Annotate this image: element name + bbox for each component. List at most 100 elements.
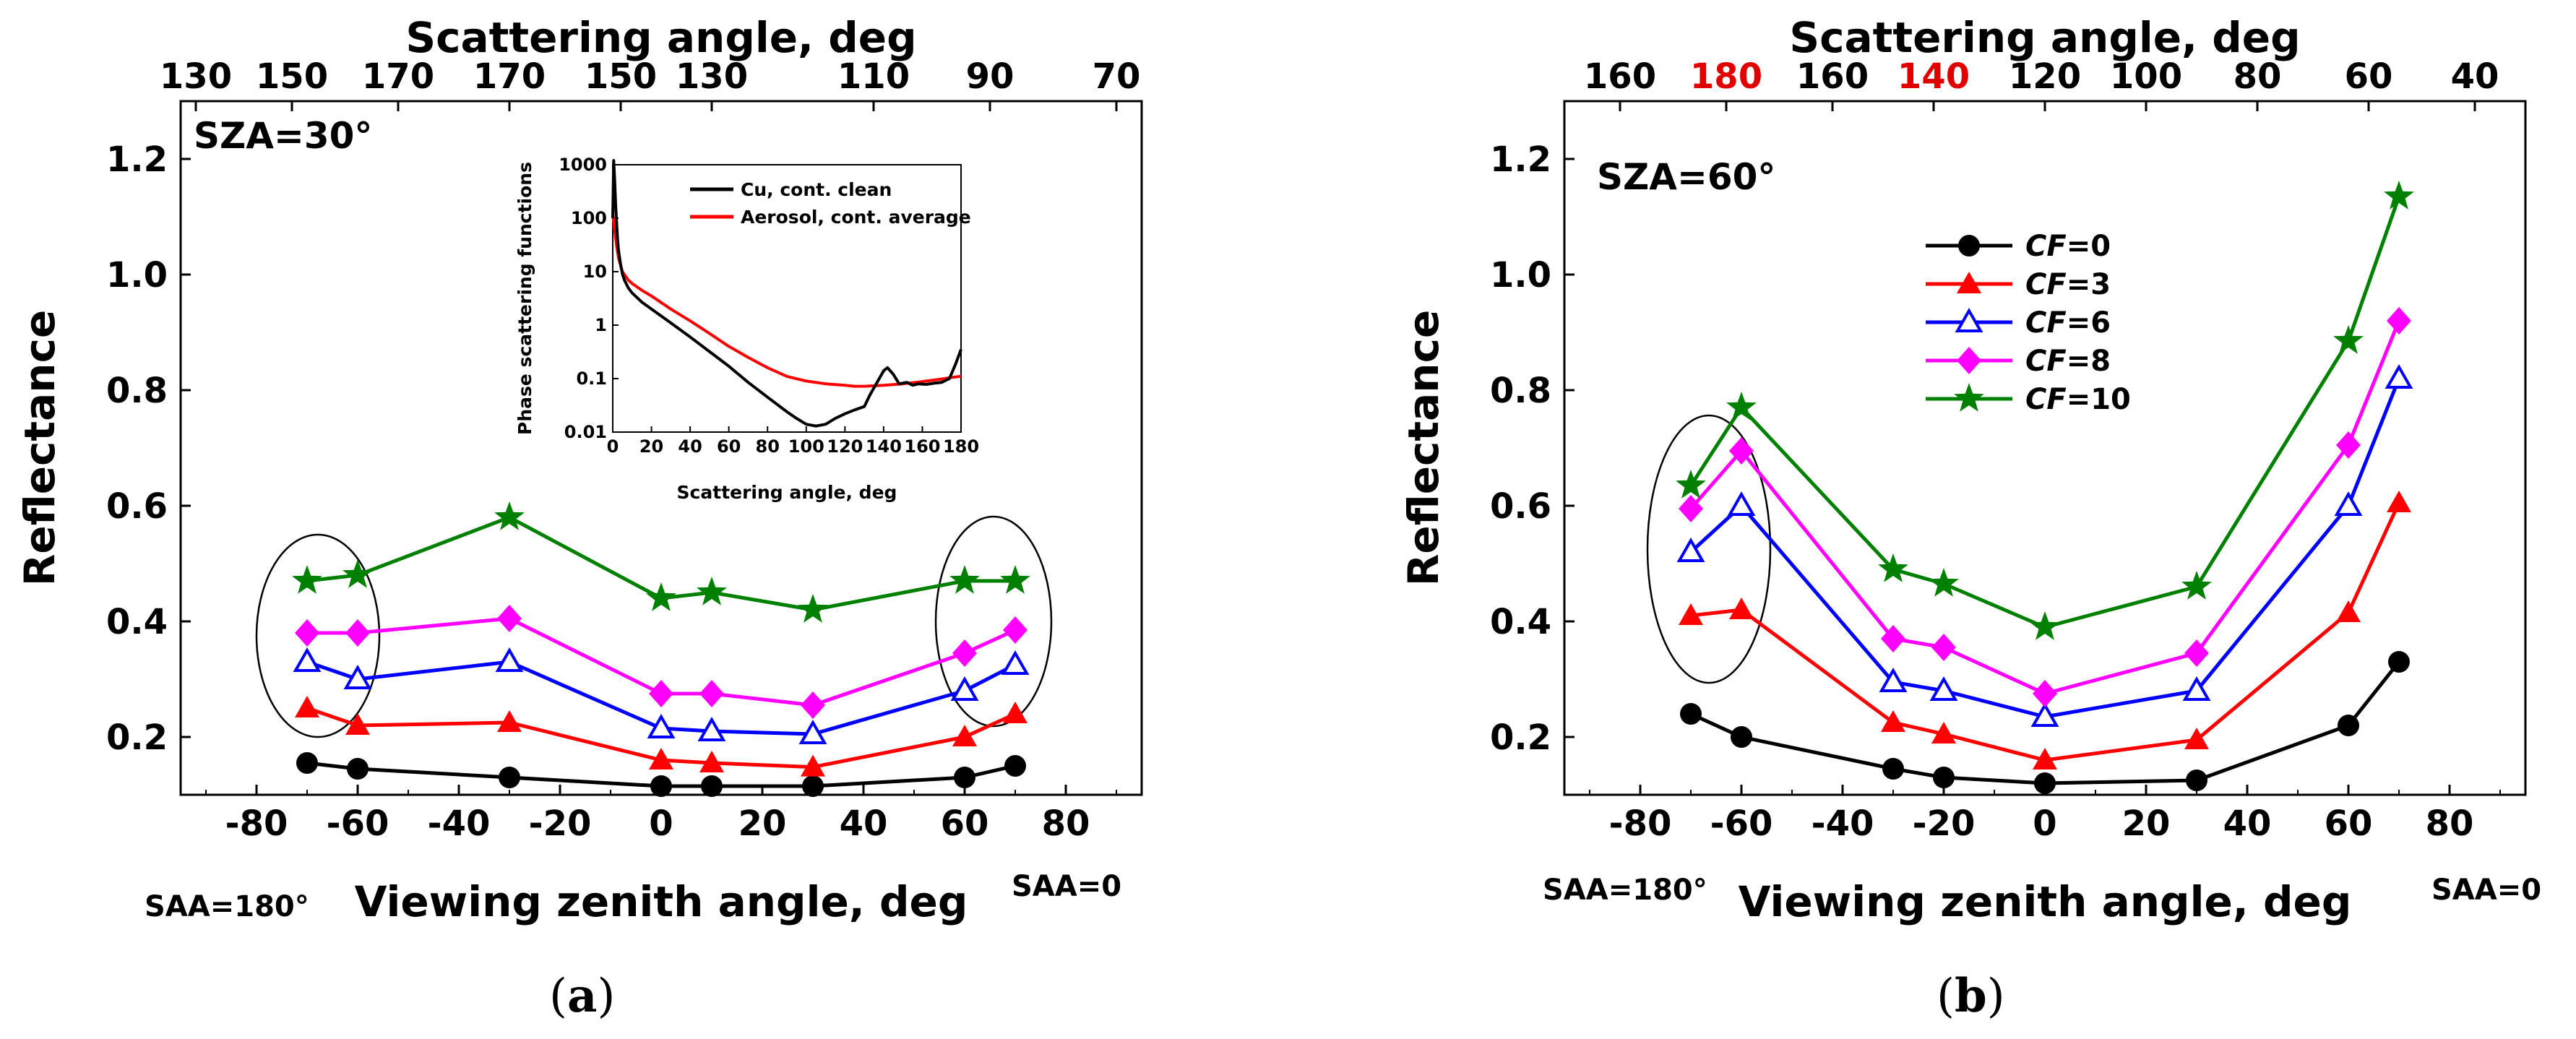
legend-label-prefix: CF (2025, 268, 2067, 301)
data-point-cf0 (1680, 703, 1702, 725)
x-tick-label: 40 (840, 803, 888, 844)
y-tick-label: 1.0 (1490, 255, 1551, 296)
y-tick-label: 0.4 (1490, 602, 1551, 642)
data-point-cf3 (649, 748, 673, 769)
data-point-cf6 (798, 719, 827, 744)
data-point-cf10 (1878, 553, 1908, 582)
top-tick-label: 160 (1796, 56, 1869, 97)
x-tick-label: 0 (649, 803, 673, 844)
legend-label-prefix: CF (2025, 383, 2067, 416)
data-point-cf3 (345, 713, 370, 735)
inset-x-tick-label: 100 (788, 436, 824, 457)
data-point-cf8 (2184, 639, 2209, 667)
data-point-cf10 (292, 565, 322, 594)
data-point-cf10 (343, 559, 373, 588)
legend-label-value: =6 (2067, 306, 2111, 340)
legend-label: CF=8 (2025, 345, 2111, 378)
legend-marker (1957, 272, 1981, 293)
data-point-cf3 (699, 751, 724, 772)
inset-chart: 0 20 40 60 80 100 120 140 160 1800.010.1110100100… (514, 155, 979, 503)
data-point-cf3 (1881, 710, 1905, 732)
top-tick-label: 130 (160, 56, 232, 97)
x-tick-label: -80 (225, 803, 288, 844)
data-point-cf0 (1882, 758, 1904, 780)
top-tick-label: 150 (256, 56, 328, 97)
highlight-ellipse-b (1646, 414, 1772, 684)
data-point-cf3 (801, 754, 825, 777)
saa-right-label-b: SAA=0 (2431, 874, 2541, 907)
data-point-cf6 (2334, 491, 2363, 516)
caption-b-letter: b (1955, 969, 1987, 1023)
y-axis-title-b: Reflectance (1399, 310, 1448, 587)
data-point-cf8 (2336, 431, 2361, 459)
data-point-cf0 (802, 775, 824, 797)
top-tick-label: 90 (966, 56, 1015, 97)
data-point-cf6 (1676, 537, 1705, 562)
data-point-cf6 (950, 676, 979, 701)
top-tick-label: 170 (362, 56, 434, 97)
data-point-cf0 (701, 775, 723, 797)
data-point-cf6 (293, 647, 322, 672)
top-tick-label: 160 (1584, 56, 1656, 97)
y-tick-label: 0.6 (106, 486, 168, 527)
data-point-cf6 (1001, 650, 1030, 675)
data-point-cf8 (1931, 634, 1956, 661)
legend-marker (1954, 383, 1984, 412)
data-point-cf8 (699, 680, 724, 707)
panel-b: Scattering angle, deg Viewing zenith ang… (1399, 13, 2541, 1023)
x-tick-label: -40 (428, 803, 491, 844)
data-point-cf3 (1679, 603, 1703, 625)
y-tick-label: 0.8 (106, 371, 168, 411)
legend-marker (1957, 347, 1981, 374)
panel-a: Scattering angle, deg Viewing zenith ang… (15, 13, 1143, 1023)
data-point-cf6 (697, 716, 726, 741)
data-point-cf8 (345, 619, 370, 647)
inset-x-tick-label: 140 (866, 436, 902, 457)
x-tick-label: -60 (327, 803, 389, 844)
series-line-cf10 (306, 515, 1015, 612)
data-point-cf6 (647, 713, 676, 738)
x-tick-label: -60 (1710, 803, 1773, 844)
series-line-cf0 (306, 761, 1016, 788)
data-point-cf10 (1726, 392, 1757, 421)
data-point-cf3 (2033, 748, 2057, 769)
inset-x-tick-label: 0 (607, 436, 619, 457)
data-point-cf8 (1679, 495, 1703, 522)
legend-b: CF=0CF=3CF=6CF=8CF=10 (1926, 230, 2131, 416)
series-line-cf3 (306, 706, 1017, 769)
data-point-cf3 (295, 696, 319, 717)
y-tick-label: 0.6 (1490, 486, 1551, 527)
series-line-cf0 (1689, 660, 2400, 785)
top-tick-label: 80 (2233, 56, 2282, 97)
axis-ticks-b: -80 -60 -40 -20 0 20 40 60 80 0.2 0.4 0.6 0.8 1.0 1.2 1… (1490, 56, 2501, 844)
inset-x-tick-label: 180 (943, 436, 979, 457)
axis-ticks-a: -80 -60 -40 -20 0 20 40 60 80 0.2 0.4 0.6 0.8 1.0 1.2 1… (106, 56, 1140, 844)
caption-a-letter: a (567, 969, 597, 1023)
inset-line-cu (611, 159, 962, 428)
inset-x-tick-label: 160 (904, 436, 940, 457)
inset-ticks: 0 20 40 60 80 100 120 140 160 1800.010.1110100100… (559, 155, 979, 457)
data-point-cf3 (497, 710, 522, 732)
series-line-cf10 (1689, 196, 2401, 629)
caption-a: (a) (549, 969, 615, 1023)
highlight-ellipse-left-a (255, 533, 381, 738)
x-tick-label: -80 (1609, 803, 1672, 844)
data-point-cf0 (954, 767, 975, 788)
y-tick-label: 1.0 (106, 255, 168, 296)
top-tick-label: 70 (1093, 56, 1141, 97)
x-tick-label: -20 (529, 803, 592, 844)
inset-x-tick-label: 120 (827, 436, 863, 457)
data-point-cf10 (1676, 470, 1706, 499)
inset-y-tick-label: 1000 (559, 155, 607, 175)
data-point-cf6 (2182, 676, 2211, 701)
data-point-cf6 (495, 647, 524, 672)
top-axis-title-a: Scattering angle, deg (405, 13, 916, 62)
data-point-cf10 (2030, 611, 2060, 640)
inset-frame (612, 164, 962, 433)
data-point-cf8 (295, 619, 319, 647)
legend-label-value: =10 (2067, 383, 2131, 416)
inset-y-title: Phase scattering functions (514, 162, 535, 435)
data-point-cf6 (2385, 363, 2413, 389)
data-point-cf10 (1929, 568, 1959, 597)
x-tick-label: 40 (2223, 803, 2272, 844)
